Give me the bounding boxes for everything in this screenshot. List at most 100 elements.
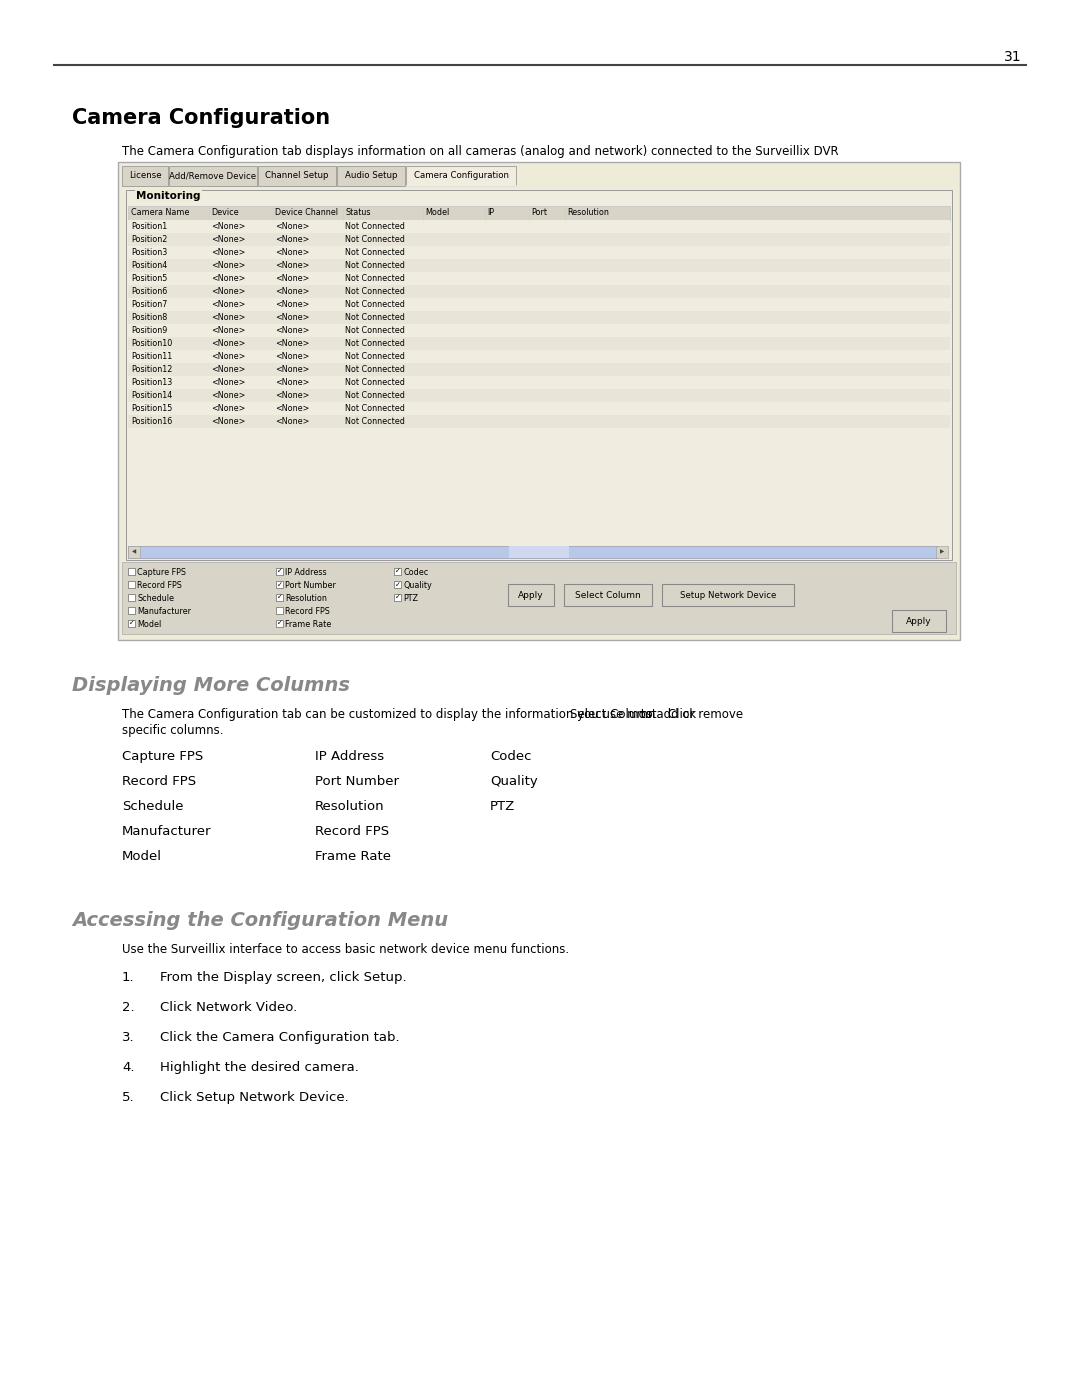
Text: Position13: Position13 [131,379,172,387]
Text: Quality: Quality [403,581,432,590]
Text: Channel Setup: Channel Setup [266,172,328,180]
Bar [129,608,135,615]
Text: Select Column: Select Column [576,591,640,599]
Text: <None>: <None> [211,352,245,360]
Text: Position7: Position7 [131,300,167,309]
Text: Schedule: Schedule [137,594,174,604]
Text: ✓: ✓ [129,620,134,626]
Text: Click Setup Network Device.: Click Setup Network Device. [160,1091,349,1104]
Bar [129,594,135,601]
Text: <None>: <None> [275,300,309,309]
Text: <None>: <None> [211,222,245,231]
Text: Record FPS: Record FPS [315,826,389,838]
Text: Apply: Apply [906,616,932,626]
Text: Record FPS: Record FPS [122,775,197,788]
Bar [129,402,950,415]
FancyBboxPatch shape [508,584,554,606]
Text: Select Column: Select Column [570,708,656,721]
Text: <None>: <None> [211,249,245,257]
Bar [129,546,140,557]
Text: IP Address: IP Address [315,750,384,763]
Text: Camera Configuration: Camera Configuration [72,108,330,129]
Bar [276,620,283,627]
Text: <None>: <None> [275,339,309,348]
Text: Resolution: Resolution [567,208,609,217]
Text: Camera Name: Camera Name [131,208,189,217]
Text: <None>: <None> [275,404,309,414]
Text: Capture FPS: Capture FPS [137,569,186,577]
Text: The Camera Configuration tab displays information on all cameras (analog and net: The Camera Configuration tab displays in… [122,145,839,158]
Bar [129,233,950,246]
Bar [129,620,135,627]
Text: Device Channel: Device Channel [275,208,338,217]
Text: Resolution: Resolution [315,800,384,813]
Bar [129,351,950,363]
Text: ✓: ✓ [276,595,283,601]
Bar [129,363,950,376]
Text: Frame Rate: Frame Rate [315,849,391,863]
Text: Position8: Position8 [131,313,167,321]
Text: Not Connected: Not Connected [345,365,405,374]
Text: Not Connected: Not Connected [345,222,405,231]
Text: Capture FPS: Capture FPS [122,750,203,763]
Text: Device: Device [211,208,239,217]
Text: PTZ: PTZ [403,594,418,604]
Text: <None>: <None> [275,416,309,426]
Text: ✓: ✓ [276,569,283,574]
Text: Schedule: Schedule [122,800,184,813]
Text: Position9: Position9 [131,326,167,335]
Text: <None>: <None> [275,222,309,231]
Text: 31: 31 [1004,50,1022,64]
Text: Position4: Position4 [131,261,167,270]
Text: 4.: 4. [122,1060,135,1074]
Text: Not Connected: Not Connected [345,391,405,400]
Text: ✓: ✓ [394,569,401,574]
Text: Model: Model [137,620,161,629]
Bar [276,569,283,576]
Bar [126,190,951,560]
Text: Click Network Video.: Click Network Video. [160,1002,297,1014]
Text: <None>: <None> [275,326,309,335]
Text: 1.: 1. [122,971,135,983]
Text: ✓: ✓ [276,581,283,588]
Bar [258,166,336,186]
FancyBboxPatch shape [892,610,946,631]
Bar [129,581,135,588]
Text: Camera Configuration: Camera Configuration [414,172,509,180]
Text: Manufacturer: Manufacturer [137,608,191,616]
Text: Position16: Position16 [131,416,172,426]
Bar [394,569,401,576]
Text: 5.: 5. [122,1091,135,1104]
Text: Quality: Quality [490,775,538,788]
Text: Setup Network Device: Setup Network Device [679,591,777,599]
Text: Position10: Position10 [131,339,172,348]
Text: Record FPS: Record FPS [137,581,181,590]
Text: <None>: <None> [275,313,309,321]
Text: <None>: <None> [211,379,245,387]
Bar [129,312,950,324]
Text: ✓: ✓ [394,581,401,588]
Text: Accessing the Configuration Menu: Accessing the Configuration Menu [72,911,448,930]
Text: Apply: Apply [518,591,544,599]
Text: Add/Remove Device: Add/Remove Device [170,172,257,180]
Text: <None>: <None> [275,352,309,360]
Text: IP: IP [487,208,494,217]
Bar [118,162,960,640]
Text: Position3: Position3 [131,249,167,257]
Text: Position1: Position1 [131,222,167,231]
Text: Position12: Position12 [131,365,173,374]
Text: <None>: <None> [211,326,245,335]
Text: Not Connected: Not Connected [345,404,405,414]
Text: Position5: Position5 [131,274,167,284]
Text: Not Connected: Not Connected [345,300,405,309]
Text: Port Number: Port Number [315,775,399,788]
Text: Port: Port [531,208,546,217]
Bar [129,258,950,272]
Text: <None>: <None> [211,261,245,270]
Bar [276,581,283,588]
Text: From the Display screen, click Setup.: From the Display screen, click Setup. [160,971,407,983]
Text: Record FPS: Record FPS [285,608,329,616]
Text: <None>: <None> [275,379,309,387]
Text: Not Connected: Not Connected [345,352,405,360]
Text: <None>: <None> [275,274,309,284]
